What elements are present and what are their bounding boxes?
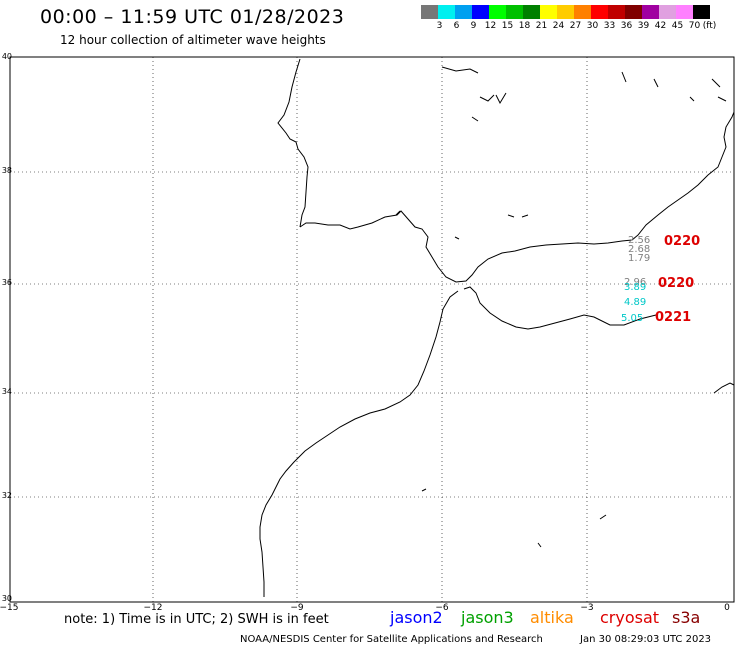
lat-gridlines (10, 171, 734, 498)
lat-label-40: 40 (1, 52, 12, 61)
color-swatch (591, 5, 608, 19)
color-swatch (506, 5, 523, 19)
wave-height-label: 2.68 (628, 244, 651, 255)
small-islets (395, 210, 607, 548)
color-scale-label: 21 (535, 21, 548, 31)
color-scale-label: 39 (637, 21, 650, 31)
lat-label-34: 34 (1, 387, 12, 396)
chart-subtitle: 12 hour collection of altimeter wave hei… (60, 33, 326, 47)
color-swatch (625, 5, 642, 19)
color-scale-labels: 3 6 9 12 15 18 21 24 27 30 33 36 39 42 45 70 (ft) (421, 21, 740, 33)
color-swatch (642, 5, 659, 19)
legend-jason2: jason2 (390, 608, 443, 627)
color-swatch (523, 5, 540, 19)
lon-label-0: 0 (724, 603, 730, 613)
color-scale-label: 45 (671, 21, 684, 31)
wave-height-label: 5.05 (621, 313, 644, 324)
north-africa-coast (463, 286, 657, 330)
legend-cryosat: cryosat (600, 608, 660, 627)
pass-time-label: 0220 (658, 276, 695, 291)
pass-time-label: 0220 (664, 234, 701, 249)
color-swatch (608, 5, 625, 19)
lon-label-m6: −6 (435, 603, 449, 613)
map-frame (9, 56, 735, 603)
legend-s3a: s3a (672, 608, 701, 627)
color-scale-label: 18 (518, 21, 531, 31)
algeria-east-coast (713, 382, 735, 394)
iberia-south-coast (299, 111, 735, 283)
wave-height-label: 1.79 (628, 253, 651, 264)
color-swatch (455, 5, 472, 19)
balearic-islands (441, 66, 507, 122)
wave-height-label: 4.89 (624, 297, 647, 308)
color-scale-label: 36 (620, 21, 633, 31)
lon-label-m3: −3 (580, 603, 594, 613)
color-scale (421, 5, 710, 19)
lon-gridlines (152, 57, 588, 602)
color-scale-label: 33 (603, 21, 616, 31)
color-scale-label: 42 (654, 21, 667, 31)
map-area (9, 56, 735, 603)
color-swatch (659, 5, 676, 19)
color-scale-label: 24 (552, 21, 565, 31)
lat-label-38: 38 (1, 166, 12, 175)
generation-timestamp: Jan 30 08:29:03 UTC 2023 (580, 634, 712, 645)
color-swatch (421, 5, 438, 19)
color-scale-unit: (ft) (702, 21, 717, 31)
lat-label-32: 32 (1, 491, 12, 500)
credit-line: NOAA/NESDIS Center for Satellite Applica… (240, 634, 543, 645)
chart-title: 00:00 – 11:59 UTC 01/28/2023 (40, 6, 345, 28)
color-scale-label: 3 (436, 21, 443, 31)
wave-height-label: 3.89 (624, 282, 647, 293)
color-scale-label: 12 (484, 21, 497, 31)
morocco-atlantic-coast (259, 290, 459, 597)
color-swatch (574, 5, 591, 19)
wave-height-label: 2.96 (624, 277, 647, 288)
color-swatch (540, 5, 557, 19)
color-scale-label: 9 (470, 21, 477, 31)
lon-label-m9: −9 (290, 603, 304, 613)
color-scale-label: 6 (453, 21, 460, 31)
lon-label-m12: −12 (143, 603, 163, 613)
wave-height-label: 2.56 (628, 235, 651, 246)
color-swatch (676, 5, 693, 19)
lat-label-30: 30 (1, 594, 12, 603)
color-swatch (489, 5, 506, 19)
sardinia-coast (621, 71, 727, 102)
color-scale-label: 70 (688, 21, 701, 31)
color-swatch (557, 5, 574, 19)
color-swatch (472, 5, 489, 19)
pass-time-label: 0221 (655, 310, 692, 325)
legend-jason3: jason3 (461, 608, 514, 627)
color-scale-label: 27 (569, 21, 582, 31)
lat-label-36: 36 (1, 278, 12, 287)
color-swatch (693, 5, 710, 19)
color-swatch (438, 5, 455, 19)
lon-label-m15: −15 (0, 603, 19, 613)
iberia-west-coast (277, 58, 309, 228)
map-svg (9, 56, 735, 603)
color-scale-label: 15 (501, 21, 514, 31)
footer-note: note: 1) Time is in UTC; 2) SWH is in fe… (64, 612, 329, 627)
color-scale-label: 30 (586, 21, 599, 31)
legend-altika: altika (530, 608, 574, 627)
